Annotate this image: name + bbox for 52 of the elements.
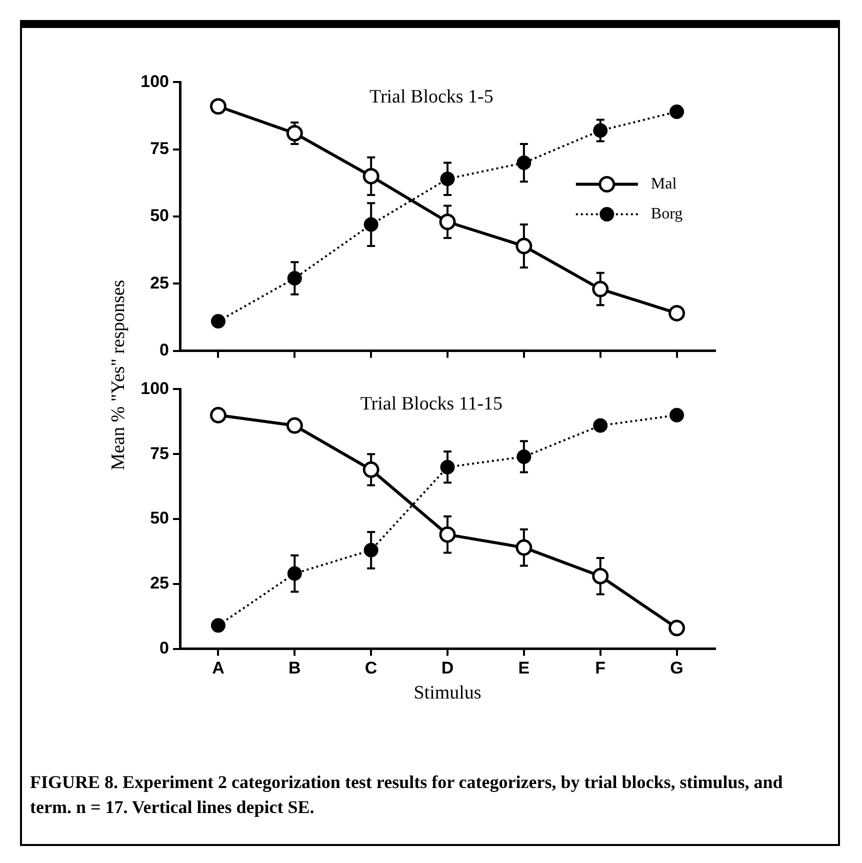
y-tick-label: 50 xyxy=(150,206,169,226)
y-tick-label: 0 xyxy=(160,638,169,658)
y-tick-label: 75 xyxy=(150,444,169,463)
point xyxy=(362,168,380,184)
x-tick-label: E xyxy=(518,658,530,678)
point xyxy=(210,406,226,424)
point xyxy=(670,408,684,422)
point xyxy=(593,418,608,433)
point xyxy=(210,314,226,329)
point xyxy=(287,271,302,286)
x-tick-label: F xyxy=(595,658,606,678)
point xyxy=(592,280,609,298)
point xyxy=(440,172,455,186)
point xyxy=(287,566,302,581)
point xyxy=(439,214,456,230)
y-tick-label: 100 xyxy=(140,378,169,398)
point xyxy=(286,417,303,434)
point xyxy=(516,539,532,556)
y-axis-title: Mean % "Yes" responses xyxy=(108,278,130,472)
y-tick-label: 25 xyxy=(150,574,169,593)
y-tick-label: 75 xyxy=(150,139,169,158)
chart-title: Trial Blocks 1-5 xyxy=(370,86,494,108)
point xyxy=(516,238,532,254)
point xyxy=(516,156,532,170)
y-tick-label: 100 xyxy=(140,72,169,91)
point xyxy=(592,568,609,584)
y-tick-label: 50 xyxy=(150,508,169,528)
y-tick-label: 25 xyxy=(150,273,169,292)
x-tick-label: C xyxy=(364,658,378,678)
chart-title: Trial Blocks 11-15 xyxy=(360,394,503,415)
x-tick-label: G xyxy=(670,658,684,678)
point xyxy=(286,124,303,142)
point xyxy=(210,618,226,633)
point xyxy=(364,542,378,558)
point xyxy=(670,104,684,119)
legend-label: Borg xyxy=(650,205,683,222)
point xyxy=(516,449,532,464)
y-tick-label: 0 xyxy=(160,340,169,360)
point xyxy=(210,98,226,115)
point xyxy=(668,620,686,636)
point xyxy=(364,217,378,232)
x-tick-label: D xyxy=(441,658,454,678)
x-tick-label: B xyxy=(288,658,301,678)
point xyxy=(593,123,608,138)
x-tick-label: A xyxy=(212,658,224,678)
point xyxy=(439,526,456,543)
point xyxy=(668,304,686,322)
point xyxy=(362,461,380,478)
legend-label: Mal xyxy=(650,175,678,192)
caption: FIGURE 8. Experiment 2 categorization test results for categorizers, by trial blocks, stimulus, and term. n = 17. Vertical lines depict SE. xyxy=(30,771,784,819)
point xyxy=(440,460,455,474)
x-axis-title: Stimulus xyxy=(414,682,482,704)
